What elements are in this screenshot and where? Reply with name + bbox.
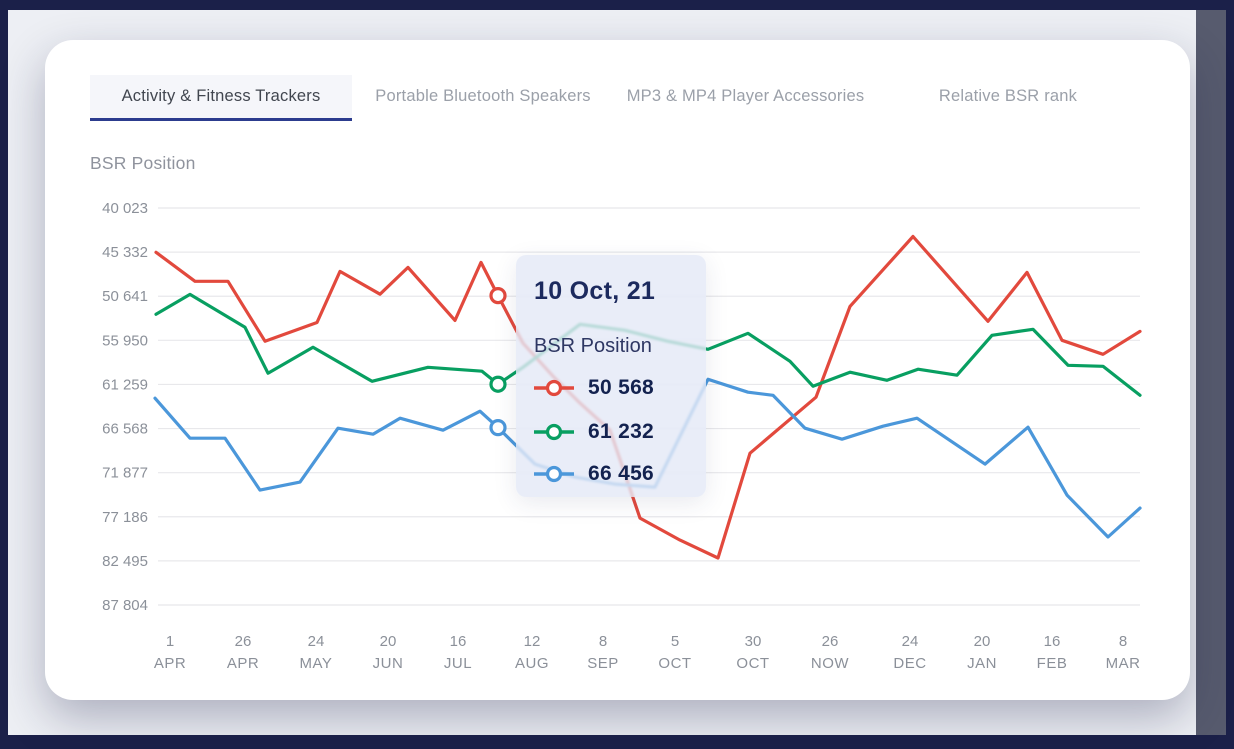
tab-relative-bsr-rank[interactable]: Relative BSR rank — [900, 75, 1116, 118]
x-axis-tick-month: JUN — [373, 655, 404, 672]
tooltip-metric-label: BSR Position — [534, 335, 652, 357]
x-axis-tick-day: 12 — [524, 633, 541, 650]
tab-label: Portable Bluetooth Speakers — [375, 87, 591, 105]
tooltip-series-row-blue: 66 456 — [532, 459, 654, 489]
chart-tooltip: 10 Oct, 21 BSR Position 50 568 61 232 66… — [516, 255, 706, 497]
x-axis-tick-month: OCT — [736, 655, 769, 672]
y-axis-tick-label: 77 186 — [102, 509, 148, 526]
y-axis-tick-label: 82 495 — [102, 553, 148, 570]
y-axis-tick-label: 66 568 — [102, 421, 148, 438]
x-axis-tick-month: APR — [154, 655, 186, 672]
x-axis-tick-month: MAY — [300, 655, 333, 672]
hover-marker-green[interactable] — [489, 375, 507, 393]
x-axis-tick-month: JUL — [444, 655, 472, 672]
y-axis-tick-label: 40 023 — [102, 200, 148, 217]
right-background-strip — [1196, 10, 1226, 735]
x-axis-tick-day: 24 — [902, 633, 919, 650]
y-axis-tick-label: 50 641 — [102, 288, 148, 305]
tab-label: Activity & Fitness Trackers — [121, 87, 321, 105]
y-axis-tick-label: 61 259 — [102, 376, 148, 393]
x-axis-tick-month: FEB — [1037, 655, 1068, 672]
chart-heading: BSR Position — [90, 153, 196, 173]
tooltip-series-row-red: 50 568 — [532, 373, 654, 403]
x-axis-tick-day: 1 — [166, 633, 174, 650]
x-axis-tick-day: 16 — [450, 633, 467, 650]
x-axis-tick-month: SEP — [587, 655, 619, 672]
tab-label: Relative BSR rank — [938, 87, 1078, 105]
x-axis-tick-month: MAR — [1106, 655, 1141, 672]
x-axis-tick-day: 26 — [235, 633, 252, 650]
y-axis-tick-label: 87 804 — [102, 597, 148, 614]
x-axis-tick-month: JAN — [967, 655, 997, 672]
x-axis-tick-month: NOW — [811, 655, 850, 672]
blue-series-marker-icon — [534, 465, 574, 483]
x-axis-tick-day: 26 — [822, 633, 839, 650]
red-series-marker-icon — [534, 379, 574, 397]
x-axis-tick-month: APR — [227, 655, 259, 672]
tooltip-series-row-green: 61 232 — [532, 417, 654, 447]
x-axis-tick-day: 30 — [745, 633, 762, 650]
tab-activity-fitness-trackers[interactable]: Activity & Fitness Trackers — [90, 75, 352, 121]
tooltip-value: 50 568 — [588, 376, 655, 399]
y-axis-tick-label: 45 332 — [102, 244, 148, 261]
tab-label: MP3 & MP4 Player Accessories — [626, 87, 865, 105]
tab-mp3-mp4-player-accessories[interactable]: MP3 & MP4 Player Accessories — [618, 75, 873, 118]
x-axis-tick-month: DEC — [893, 655, 926, 672]
y-axis-tick-label: 55 950 — [102, 332, 148, 349]
hover-marker-blue[interactable] — [489, 419, 507, 437]
green-series-marker-icon — [534, 423, 574, 441]
x-axis-tick-day: 8 — [1119, 633, 1127, 650]
tooltip-date: 10 Oct, 21 — [534, 277, 656, 305]
y-axis-tick-label: 71 877 — [102, 465, 148, 482]
tooltip-value: 61 232 — [588, 420, 655, 443]
x-axis-tick-day: 20 — [974, 633, 991, 650]
tooltip-value: 66 456 — [588, 462, 655, 485]
x-axis-tick-day: 8 — [599, 633, 607, 650]
tab-portable-bluetooth-speakers[interactable]: Portable Bluetooth Speakers — [368, 75, 598, 118]
x-axis-tick-day: 20 — [380, 633, 397, 650]
x-axis-tick-day: 5 — [671, 633, 679, 650]
x-axis-tick-day: 16 — [1044, 633, 1061, 650]
x-axis-tick-month: AUG — [515, 655, 549, 672]
x-axis-tick-month: OCT — [658, 655, 691, 672]
hover-marker-red[interactable] — [489, 287, 507, 305]
x-axis-tick-day: 24 — [308, 633, 325, 650]
